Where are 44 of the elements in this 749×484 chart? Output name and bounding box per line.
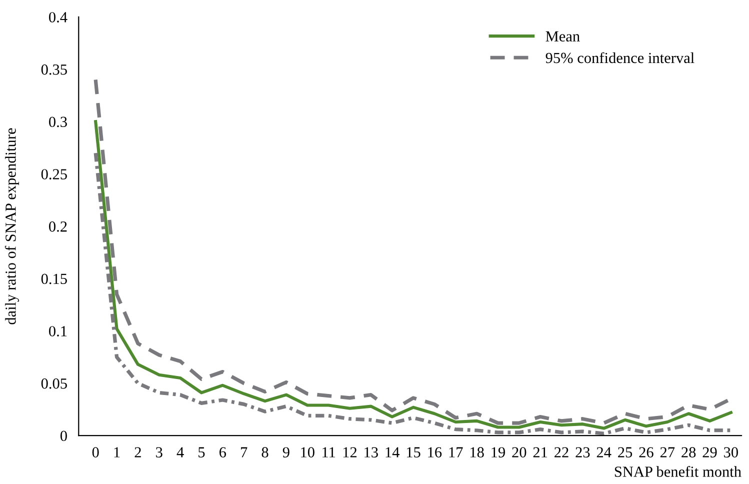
legend-label: 95% confidence interval (546, 52, 694, 64)
x-tick-label: 12 (343, 447, 357, 458)
y-tick-label: 0.2 (49, 221, 67, 232)
x-tick-label: 8 (262, 447, 268, 458)
x-tick-label: 28 (682, 447, 696, 458)
x-tick-label: 4 (176, 447, 184, 458)
x-tick-label: 16 (428, 447, 442, 458)
x-tick-label: 9 (282, 447, 290, 458)
x-tick-label: 29 (702, 447, 717, 458)
x-tick-label: 27 (660, 447, 675, 458)
x-axis-title: SNAP benefit month (614, 466, 742, 477)
x-tick-label: 11 (322, 447, 335, 458)
x-tick-label: 0 (92, 447, 99, 458)
y-tick-label: 0.4 (49, 12, 68, 22)
x-tick-label: 17 (449, 447, 463, 458)
x-tick-label: 23 (576, 447, 590, 458)
y-tick-label: 0.3 (49, 116, 67, 128)
x-tick-label: 18 (470, 447, 484, 458)
legend-label: Mean (546, 31, 580, 42)
x-tick-label: 15 (406, 447, 420, 458)
y-axis-title: daily ratio of SNAP expenditure (4, 128, 19, 324)
y-tick-label: 0.15 (41, 274, 67, 284)
y-tick-label: 0.05 (41, 378, 67, 389)
x-tick-label: 6 (219, 447, 226, 458)
x-tick-label: 2 (134, 447, 141, 458)
x-tick-label: 14 (386, 447, 400, 458)
y-tick-label: 0.1 (49, 326, 67, 336)
x-tick-label: 19 (492, 447, 505, 458)
x-tick-label: 22 (554, 447, 568, 458)
x-tick-label: 30 (724, 447, 738, 458)
x-tick-label: 10 (301, 447, 314, 458)
x-tick-label: 21 (533, 447, 548, 458)
x-tick-label: 25 (618, 447, 632, 458)
x-tick-label: 7 (241, 447, 248, 458)
y-tick-label: 0 (60, 430, 67, 442)
x-tick-label: 5 (198, 447, 205, 458)
x-tick-label: 24 (596, 447, 612, 458)
x-tick-label: 20 (512, 447, 526, 458)
y-tick-label: 0.25 (41, 169, 67, 180)
x-tick-label: 13 (364, 447, 378, 458)
y-tick-label: 0.35 (41, 64, 67, 75)
x-tick-label: 3 (156, 447, 162, 458)
x-tick-label: 1 (114, 447, 120, 458)
x-tick-label: 26 (639, 447, 654, 458)
